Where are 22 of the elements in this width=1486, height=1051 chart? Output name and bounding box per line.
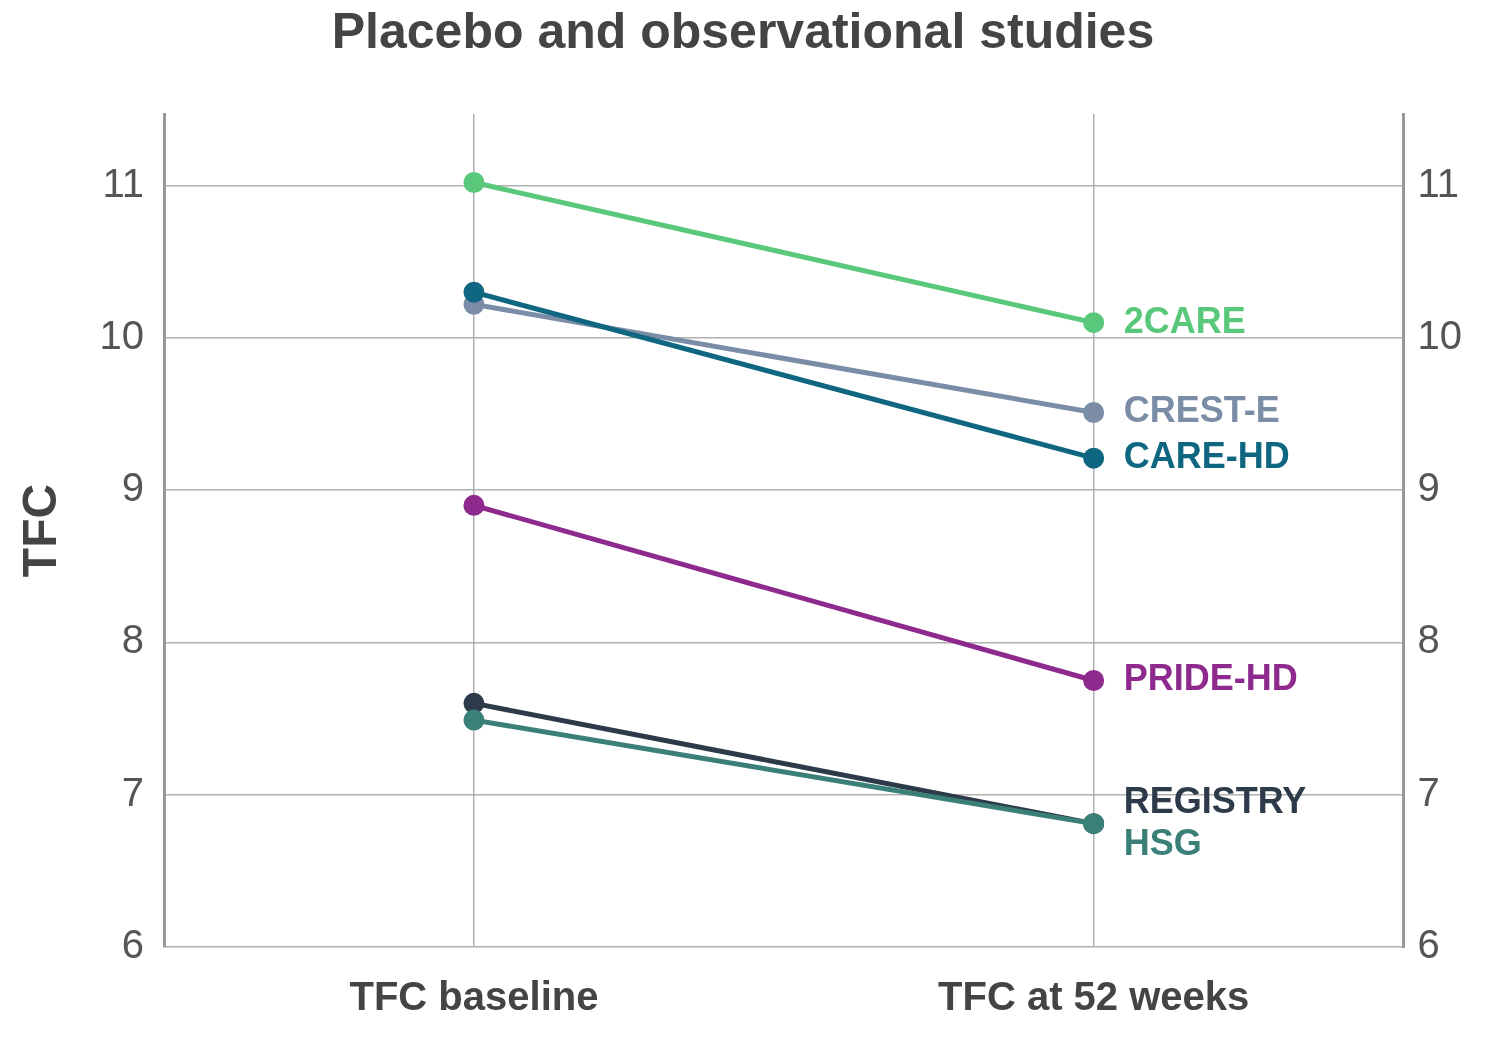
series-label: 2CARE: [1123, 299, 1246, 341]
y-tick-label: 9: [121, 465, 145, 510]
y-tick-label: 10: [99, 312, 145, 357]
y2-tick-label: 6: [1417, 922, 1440, 967]
y-tick-label: 11: [102, 160, 145, 205]
y2-tick-label: 8: [1417, 617, 1440, 662]
y-tick-label: 8: [121, 617, 145, 662]
y2-tick-label: 10: [1417, 312, 1463, 357]
y-axis-title: TFC: [13, 483, 67, 578]
series-label: CARE-HD: [1123, 435, 1290, 477]
y2-tick-label: 11: [1417, 160, 1460, 205]
y-tick-label: 7: [121, 769, 145, 814]
y2-tick-label: 9: [1417, 465, 1440, 510]
y2-tick-label: 7: [1417, 769, 1440, 814]
y-tick-label: 6: [121, 922, 145, 967]
chart-title: Placebo and observational studies: [331, 2, 1155, 59]
series-label: CREST-E: [1123, 389, 1280, 431]
x-tick-label: TFC baseline: [349, 974, 599, 1019]
series-label: HSG: [1123, 821, 1202, 863]
series-label: REGISTRY: [1123, 779, 1307, 821]
x-tick-label: TFC at 52 weeks: [938, 974, 1250, 1019]
series-label: PRIDE-HD: [1123, 657, 1298, 699]
